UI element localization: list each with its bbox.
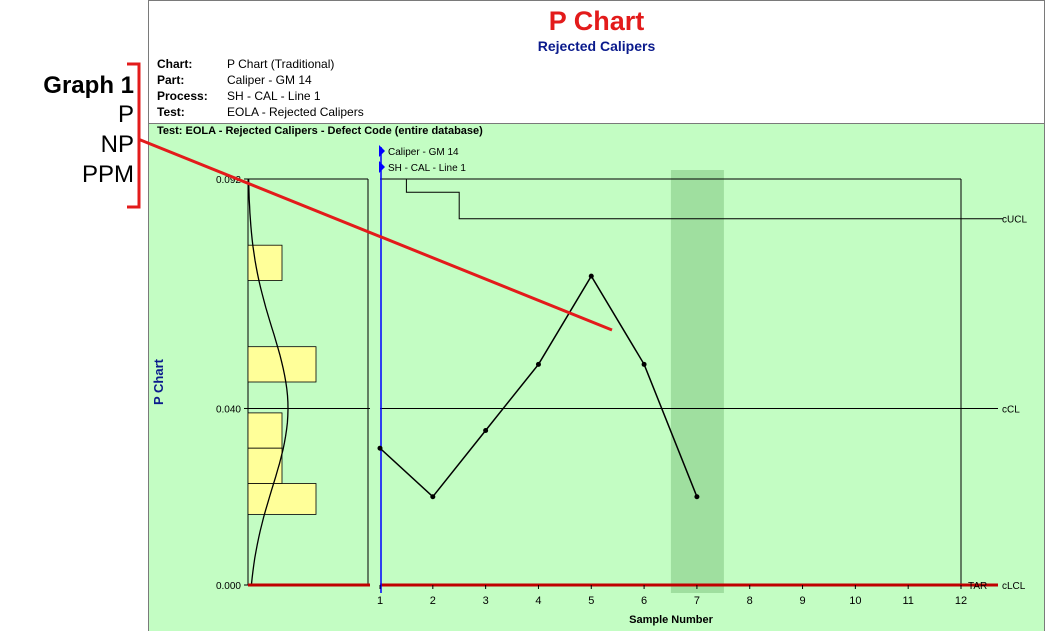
y-axis-label: P Chart xyxy=(151,358,166,405)
test-description: Test: EOLA - Rejected Calipers - Defect … xyxy=(157,125,483,137)
info-value: EOLA - Rejected Calipers xyxy=(227,105,364,119)
x-tick-label: 6 xyxy=(641,595,647,607)
info-row-part: Part: Caliper - GM 14 xyxy=(157,72,364,88)
y-tick-label: 0.092 xyxy=(216,175,241,186)
x-tick-label: 2 xyxy=(430,595,436,607)
info-row-process: Process: SH - CAL - Line 1 xyxy=(157,88,364,104)
x-tick-label: 12 xyxy=(955,595,967,607)
info-block: Chart: P Chart (Traditional) Part: Caliper… xyxy=(157,56,364,120)
lcl-label: cLCL xyxy=(1002,581,1026,592)
marker-label: SH - CAL - Line 1 xyxy=(388,163,466,174)
x-tick-label: 1 xyxy=(377,595,383,607)
y-tick-label: 0.040 xyxy=(216,404,241,415)
chart-subtitle: Rejected Calipers xyxy=(537,38,656,54)
chart-title: P Chart xyxy=(548,6,645,36)
annotation-line xyxy=(137,137,613,332)
data-point xyxy=(588,273,594,279)
info-label: Part: xyxy=(157,73,185,87)
marker-label: Caliper - GM 14 xyxy=(388,147,459,158)
graph-label: Graph 1 xyxy=(43,72,134,99)
info-value: SH - CAL - Line 1 xyxy=(227,89,321,103)
x-tick-label: 3 xyxy=(483,595,489,607)
data-point xyxy=(694,494,700,500)
data-point xyxy=(483,428,489,434)
x-tick-label: 8 xyxy=(747,595,753,607)
histogram-bar xyxy=(247,447,283,484)
target-label: TAR xyxy=(968,581,987,592)
highlight-band xyxy=(670,170,724,593)
info-value: P Chart (Traditional) xyxy=(227,57,335,71)
marker-flag-icon xyxy=(379,145,385,157)
x-tick-label: 9 xyxy=(799,595,805,607)
center-line-label: cCL xyxy=(1002,404,1020,415)
x-tick-label: 10 xyxy=(849,595,861,607)
x-tick-label: 4 xyxy=(535,595,541,607)
data-point xyxy=(430,494,436,500)
x-tick-label: 7 xyxy=(694,595,700,607)
info-label: Process: xyxy=(157,89,208,103)
option-ppm[interactable]: PPM xyxy=(81,161,134,188)
x-tick-label: 11 xyxy=(902,595,913,607)
marker-flag-icon xyxy=(379,161,385,173)
annotation-bracket xyxy=(127,62,141,209)
option-np[interactable]: NP xyxy=(100,131,134,158)
info-row-chart: Chart: P Chart (Traditional) xyxy=(157,56,364,72)
data-point xyxy=(535,361,541,367)
x-axis-label: Sample Number xyxy=(629,614,713,626)
data-point xyxy=(377,445,383,451)
ucl-label: cUCL xyxy=(1002,215,1027,226)
distribution-curve xyxy=(247,178,289,586)
histogram-bar xyxy=(247,483,317,515)
series-line xyxy=(379,274,698,498)
histogram-bar xyxy=(247,412,283,449)
ucl-line xyxy=(380,178,1004,220)
info-value: Caliper - GM 14 xyxy=(227,73,312,87)
data-point xyxy=(641,361,647,367)
info-label: Chart: xyxy=(157,57,193,71)
info-row-test: Test: EOLA - Rejected Calipers xyxy=(157,104,364,120)
x-tick-label: 5 xyxy=(588,595,594,607)
info-label: Test: xyxy=(157,105,185,119)
y-tick-label: 0.000 xyxy=(216,581,241,592)
option-p[interactable]: P xyxy=(117,101,134,128)
